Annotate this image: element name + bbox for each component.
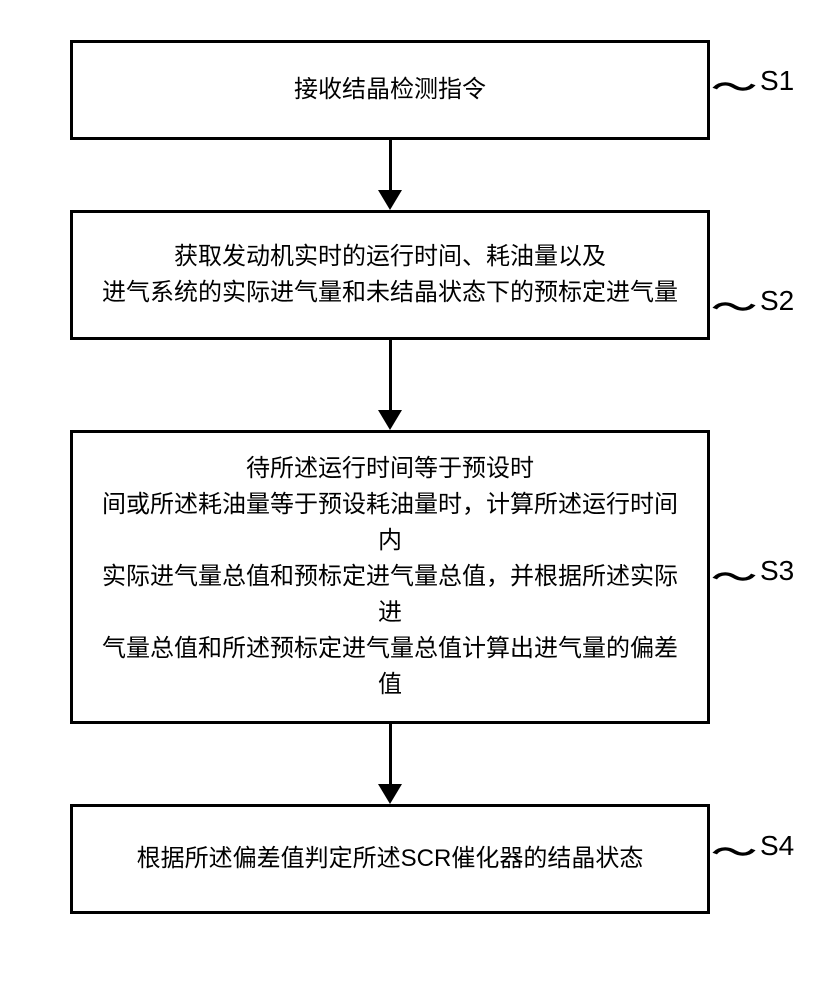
connector-tilde-icon: 〜 bbox=[712, 66, 757, 106]
flow-step-box: 获取发动机实时的运行时间、耗油量以及进气系统的实际进气量和未结晶状态下的预标定进… bbox=[70, 210, 710, 340]
flow-step-text: 根据所述偏差值判定所述SCR催化器的结晶状态 bbox=[137, 841, 644, 877]
arrow-stem bbox=[389, 340, 392, 410]
step-label: S3 bbox=[760, 555, 794, 587]
step-label: S1 bbox=[760, 65, 794, 97]
arrow-stem bbox=[389, 724, 392, 784]
arrow-head-icon bbox=[378, 190, 402, 210]
flow-arrow bbox=[378, 724, 402, 804]
flow-arrow bbox=[378, 340, 402, 430]
arrow-head-icon bbox=[378, 410, 402, 430]
flowchart-container: 接收结晶检测指令 获取发动机实时的运行时间、耗油量以及进气系统的实际进气量和未结… bbox=[60, 40, 720, 914]
connector-tilde-icon: 〜 bbox=[712, 556, 757, 596]
flow-arrow bbox=[378, 140, 402, 210]
flow-step-box: 根据所述偏差值判定所述SCR催化器的结晶状态 bbox=[70, 804, 710, 914]
flow-step-text: 获取发动机实时的运行时间、耗油量以及进气系统的实际进气量和未结晶状态下的预标定进… bbox=[102, 239, 678, 311]
flow-step-box: 待所述运行时间等于预设时间或所述耗油量等于预设耗油量时，计算所述运行时间内实际进… bbox=[70, 430, 710, 724]
arrow-stem bbox=[389, 140, 392, 190]
flow-step-text: 待所述运行时间等于预设时间或所述耗油量等于预设耗油量时，计算所述运行时间内实际进… bbox=[97, 451, 683, 703]
step-label: S2 bbox=[760, 285, 794, 317]
connector-tilde-icon: 〜 bbox=[712, 286, 757, 326]
arrow-head-icon bbox=[378, 784, 402, 804]
flow-step-text: 接收结晶检测指令 bbox=[294, 72, 486, 108]
connector-tilde-icon: 〜 bbox=[712, 831, 757, 871]
flow-step-box: 接收结晶检测指令 bbox=[70, 40, 710, 140]
step-label: S4 bbox=[760, 830, 794, 862]
